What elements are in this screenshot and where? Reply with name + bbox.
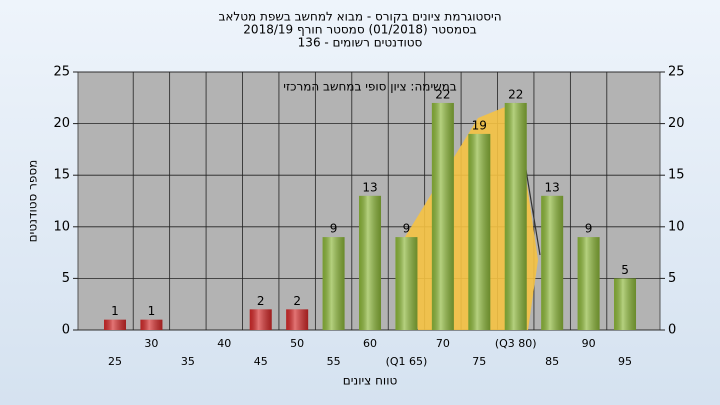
bar-shine (395, 237, 418, 330)
value-label: 2 (293, 294, 301, 308)
x-tick-label: 45 (254, 355, 268, 368)
title-line: בסמסטר (01/2018) סמסטר חורף 2018/19 (243, 23, 476, 37)
bar-shine (614, 278, 637, 330)
bar-shine (249, 309, 272, 330)
bar-shine (359, 195, 382, 330)
y-tick-label: 5 (62, 271, 70, 286)
title-line: היסטוגרמת ציונים בקורס - מבוא למחשב בשפת… (218, 10, 501, 24)
bars (104, 102, 637, 331)
y2-tick-label: 10 (668, 219, 685, 234)
y-axis-label: מספר סטודנטים (26, 160, 40, 243)
x-tick-label: 55 (327, 355, 341, 368)
y-tick-label: 25 (53, 65, 70, 80)
bar-shine (541, 195, 564, 330)
bar-shine (504, 102, 527, 331)
x-tick-label: 70 (436, 337, 450, 350)
y2-tick-label: 25 (668, 65, 685, 80)
annotation: במשימה: ציון סופי במחשב המרכזי (283, 80, 457, 94)
x-tick-label: 25 (108, 355, 122, 368)
x-tick-label: 90 (582, 337, 596, 350)
value-label: 9 (585, 222, 593, 236)
x-tick-label: 95 (618, 355, 632, 368)
value-label: 22 (508, 87, 523, 101)
x-axis-label: טווח ציונים (343, 374, 398, 388)
title-line: סטודנטים רשומים - 136 (298, 36, 423, 50)
x-tick-label: 85 (545, 355, 559, 368)
value-label: 9 (403, 222, 411, 236)
y2-tick-label: 20 (668, 116, 685, 131)
y2-tick-label: 5 (668, 271, 676, 286)
x-tick-label: 35 (181, 355, 195, 368)
value-label: 13 (545, 180, 560, 194)
value-label: 5 (621, 263, 629, 277)
value-label: 22 (435, 87, 450, 101)
value-label: 1 (111, 304, 119, 318)
value-label: 2 (257, 294, 265, 308)
x-tick-label: 60 (363, 337, 377, 350)
y-tick-label: 15 (53, 168, 70, 183)
x-tick-label: (Q3 80) (495, 337, 537, 350)
x-tick-label: 40 (217, 337, 231, 350)
bar-shine (286, 309, 309, 330)
x-tick-label: 75 (472, 355, 486, 368)
value-label: 19 (472, 118, 487, 132)
value-label: 13 (362, 180, 377, 194)
x-tick-label: 30 (144, 337, 158, 350)
x-tick-label: (Q1 65) (386, 355, 428, 368)
bar-shine (140, 319, 163, 330)
bar-shine (104, 319, 126, 330)
x-tick-label: 50 (290, 337, 304, 350)
y-tick-label: 0 (62, 323, 70, 338)
y2-tick-label: 0 (668, 323, 676, 338)
value-label: 9 (330, 222, 338, 236)
bar-shine (322, 237, 345, 330)
bar-shine (431, 102, 454, 331)
y-tick-label: 20 (53, 116, 70, 131)
bar-shine (468, 133, 491, 330)
y2-tick-label: 15 (668, 168, 685, 183)
bar-shine (577, 237, 600, 330)
value-label: 1 (148, 304, 156, 318)
y-tick-label: 10 (53, 219, 70, 234)
